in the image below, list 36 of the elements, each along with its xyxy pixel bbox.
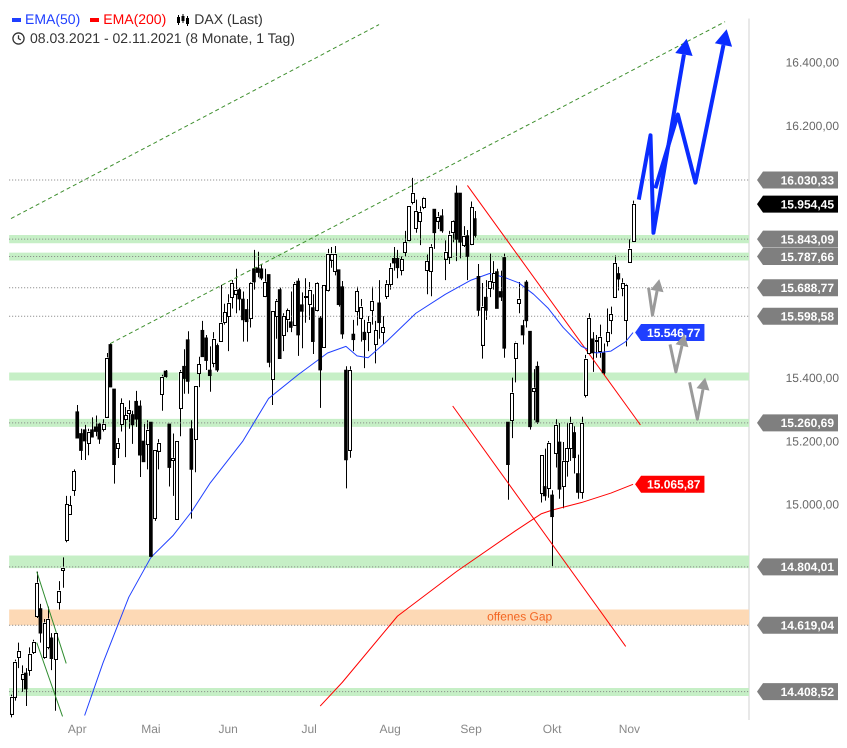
x-tick-label: Jun: [218, 722, 238, 736]
ref-line-label: 15.260,69: [780, 416, 834, 430]
y-tick-label: 15.200,00: [786, 434, 840, 448]
y-tick-label: 15.000,00: [786, 497, 840, 512]
ref-line-label: 14.804,01: [780, 560, 834, 574]
legend-label: EMA(200): [103, 10, 166, 29]
x-tick-label: Nov: [618, 722, 640, 736]
ref-line-label: 16.030,33: [780, 173, 834, 188]
ref-line-label: 14.619,04: [780, 618, 834, 633]
candlestick: [351, 319, 356, 352]
ref-line-label: 15.787,66: [780, 250, 834, 264]
candlestick: [355, 286, 359, 326]
candlestick: [94, 414, 98, 437]
y-tick-label: 16.400,00: [786, 56, 840, 70]
candlestick: [344, 366, 348, 489]
text: 15.954,45: [780, 197, 834, 212]
data-label: 15.546,77: [647, 326, 701, 340]
band-label: offenes Gap: [487, 610, 553, 624]
ref-line-label: 15.843,09: [780, 232, 834, 246]
legend-label: EMA(50): [25, 10, 80, 29]
x-tick-label: Okt: [542, 722, 562, 736]
y-tick-label: 15.400,00: [786, 371, 840, 386]
x-tick-label: Sep: [460, 722, 482, 736]
candlestick: [440, 208, 444, 234]
ref-line-label: 15.688,77: [780, 281, 834, 296]
x-tick-label: Apr: [68, 722, 87, 736]
x-tick-label: Mai: [141, 722, 161, 736]
ref-line-label: 14.408,52: [780, 684, 834, 699]
candlestick: [241, 290, 245, 342]
text: 08.03.2021 - 02.11.2021 (8 Monate, 1 Tag): [30, 29, 295, 48]
x-tick-label: Aug: [379, 722, 401, 736]
y-tick-label: 16.200,00: [786, 118, 840, 133]
data-label: 15.065,87: [647, 478, 701, 492]
x-tick-label: Jul: [301, 722, 317, 736]
legend-label: DAX (Last): [194, 10, 263, 29]
ref-line-label: 15.598,58: [780, 310, 834, 324]
